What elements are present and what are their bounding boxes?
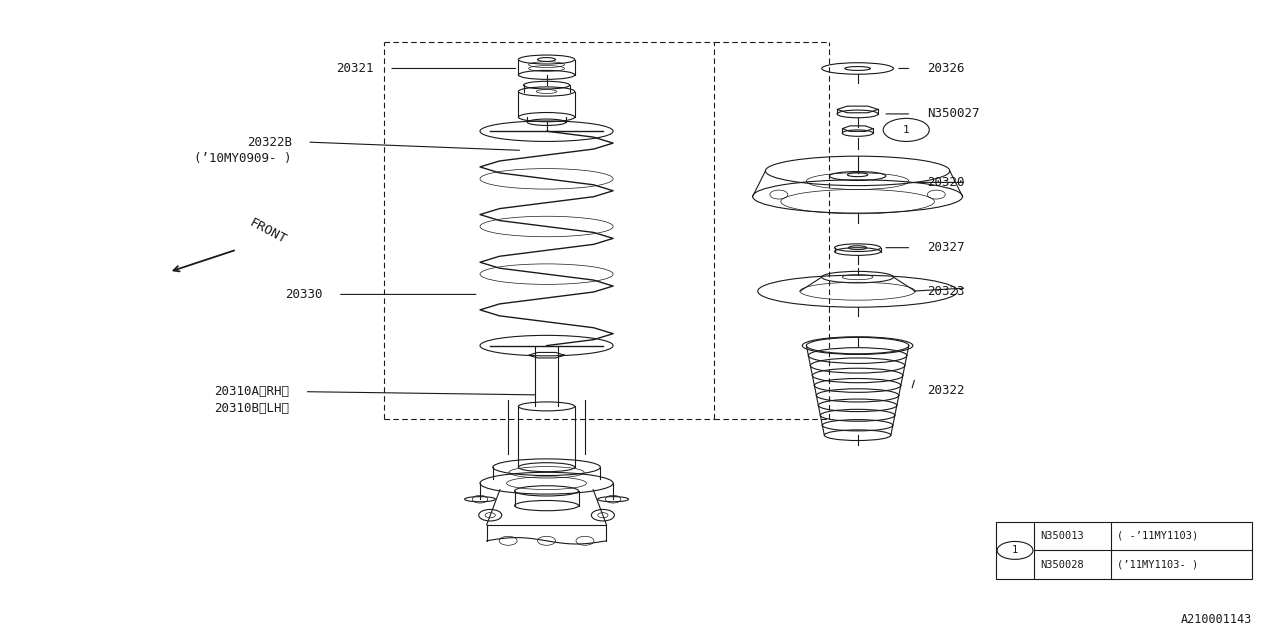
Text: N350013: N350013 [1041, 531, 1084, 541]
Text: 20321: 20321 [337, 62, 374, 75]
Text: 1: 1 [902, 125, 910, 135]
Text: 20310A〈RH〉: 20310A〈RH〉 [214, 385, 289, 398]
Text: (’10MY0909- ): (’10MY0909- ) [195, 152, 292, 165]
Text: FRONT: FRONT [247, 216, 288, 246]
Text: (’11MY1103- ): (’11MY1103- ) [1117, 560, 1198, 570]
Text: 20330: 20330 [285, 288, 323, 301]
Text: 20326: 20326 [927, 62, 964, 75]
Text: A210001143: A210001143 [1180, 613, 1252, 626]
Bar [996, 522, 1252, 579]
Text: 20323: 20323 [927, 285, 964, 298]
Text: 1: 1 [1012, 545, 1018, 556]
Text: 20327: 20327 [927, 241, 964, 254]
Text: 20320: 20320 [927, 176, 964, 189]
Text: 20322B: 20322B [247, 136, 292, 148]
Text: 20310B〈LH〉: 20310B〈LH〉 [214, 402, 289, 415]
Text: N350028: N350028 [1041, 560, 1084, 570]
Text: ( -’11MY1103): ( -’11MY1103) [1117, 531, 1198, 541]
Text: 20322: 20322 [927, 384, 964, 397]
Text: N350027: N350027 [927, 108, 979, 120]
